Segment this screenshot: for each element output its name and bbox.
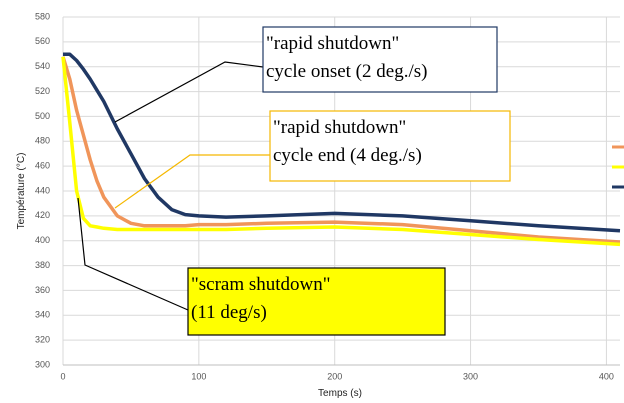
y-tick-label: 460 (35, 161, 50, 171)
y-tick-label: 400 (35, 235, 50, 245)
y-tick-label: 540 (35, 61, 50, 71)
y-tick-label: 420 (35, 210, 50, 220)
annotation-text: "scram shutdown" (191, 274, 331, 295)
annotation-leader (77, 197, 189, 311)
x-axis-label: Temps (s) (318, 388, 362, 399)
y-axis-label: Température (°C) (16, 153, 27, 230)
annotation-leader (114, 61, 264, 123)
y-tick-label: 320 (35, 335, 50, 345)
y-tick-label: 360 (35, 285, 50, 295)
x-tick-label: 400 (599, 371, 614, 381)
annotation-box (269, 110, 511, 182)
x-tick-label: 0 (60, 371, 65, 381)
y-tick-label: 380 (35, 260, 50, 270)
series-line (61, 56, 621, 244)
y-tick-label: 300 (35, 359, 50, 369)
annotation-text: (11 deg/s) (191, 302, 267, 323)
y-tick-label: 340 (35, 310, 50, 320)
y-tick-label: 440 (35, 185, 50, 195)
annotation-text: cycle end (4 deg./s) (273, 145, 422, 166)
annotation-leader (114, 154, 270, 209)
annotation-text: cycle onset (2 deg./s) (266, 61, 427, 82)
annotation-text: "rapid shutdown" (273, 117, 406, 138)
annotation-box (262, 26, 498, 93)
series-line (61, 56, 621, 247)
y-tick-label: 520 (35, 86, 50, 96)
y-tick-label: 480 (35, 136, 50, 146)
annotation-text: "rapid shutdown" (266, 33, 399, 54)
x-tick-label: 300 (463, 371, 478, 381)
y-tick-label: 580 (35, 11, 50, 21)
x-tick-label: 200 (327, 371, 342, 381)
annotation-box (187, 267, 446, 336)
series-line (63, 52, 621, 233)
x-tick-label: 100 (191, 371, 206, 381)
y-tick-label: 500 (35, 111, 50, 121)
y-tick-label: 560 (35, 36, 50, 46)
